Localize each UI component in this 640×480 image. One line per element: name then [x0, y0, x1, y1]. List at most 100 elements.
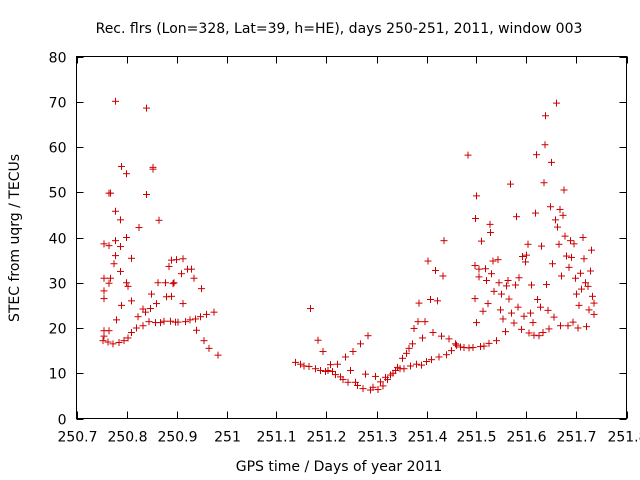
data-point	[344, 378, 352, 386]
x-tick-label: 251.4	[407, 430, 447, 446]
data-point	[582, 279, 589, 287]
data-point	[504, 276, 512, 284]
data-point	[567, 237, 574, 245]
data-point	[128, 254, 135, 262]
data-point	[568, 253, 575, 261]
data-point	[421, 318, 429, 326]
data-point	[585, 306, 593, 314]
data-point	[139, 322, 147, 330]
data-point	[438, 332, 445, 340]
data-point	[113, 316, 120, 324]
data-point	[107, 189, 114, 197]
data-point	[418, 361, 425, 369]
data-point	[589, 292, 596, 300]
data-point	[128, 297, 135, 305]
data-point	[409, 340, 416, 348]
data-point	[160, 317, 168, 325]
data-point	[529, 319, 537, 327]
data-point	[578, 285, 585, 293]
data-point	[432, 267, 439, 275]
data-point	[198, 285, 205, 293]
data-point	[167, 317, 174, 325]
data-point	[104, 338, 112, 346]
data-point	[203, 310, 210, 318]
data-point	[427, 295, 434, 303]
data-point	[153, 300, 160, 308]
data-point	[479, 307, 487, 315]
data-point	[507, 180, 514, 188]
data-point	[532, 209, 539, 217]
data-point	[588, 246, 595, 254]
y-tick-label: 70	[49, 96, 67, 112]
data-points	[99, 97, 598, 394]
data-point	[553, 99, 560, 107]
data-point	[472, 214, 479, 222]
data-point	[542, 112, 549, 120]
data-point	[583, 323, 590, 331]
data-point	[123, 234, 130, 241]
data-point	[188, 265, 195, 273]
data-point	[484, 300, 492, 308]
data-point	[475, 265, 483, 273]
data-point	[403, 349, 410, 357]
data-point	[359, 385, 367, 393]
data-point	[587, 267, 594, 275]
data-point	[503, 282, 510, 290]
data-point	[513, 213, 520, 221]
data-point	[535, 332, 543, 340]
data-point	[579, 234, 587, 241]
data-point	[556, 205, 564, 213]
data-point	[155, 216, 163, 224]
data-point	[514, 303, 522, 311]
data-point	[482, 265, 489, 273]
data-point	[100, 295, 108, 303]
data-point	[197, 313, 204, 321]
data-point	[528, 281, 535, 289]
data-point	[118, 301, 125, 309]
data-point	[510, 319, 518, 327]
data-point	[558, 272, 565, 280]
data-point	[148, 290, 155, 298]
data-point	[569, 318, 577, 326]
data-point	[312, 365, 319, 373]
data-point	[173, 256, 180, 264]
data-point	[473, 192, 480, 200]
data-point	[142, 308, 149, 316]
data-point	[522, 258, 529, 266]
data-point	[537, 303, 544, 311]
data-point	[123, 279, 130, 287]
data-point	[490, 287, 498, 295]
data-point	[99, 337, 107, 345]
data-point	[487, 229, 494, 237]
data-point	[440, 237, 448, 245]
data-point	[502, 328, 509, 336]
data-point	[186, 316, 194, 324]
data-point	[100, 274, 108, 282]
data-point	[339, 376, 347, 384]
data-point	[464, 151, 472, 159]
data-point	[149, 165, 157, 173]
data-point	[327, 361, 334, 369]
x-tick-label: 251.6	[506, 430, 546, 446]
data-point	[112, 97, 119, 105]
data-point	[168, 292, 175, 300]
data-point	[505, 295, 513, 303]
data-point	[575, 301, 583, 309]
data-point	[128, 329, 135, 337]
y-tick-label: 10	[49, 367, 67, 383]
data-point	[154, 279, 162, 287]
data-point	[364, 332, 372, 340]
x-tick-label: 251.7	[556, 430, 596, 446]
data-point	[533, 151, 540, 159]
x-axis-label: GPS time / Days of year 2011	[236, 459, 443, 475]
data-point	[483, 276, 490, 284]
x-tick-label: 251	[214, 430, 241, 446]
data-point	[374, 386, 382, 394]
data-point	[534, 295, 541, 303]
data-point	[480, 342, 488, 350]
data-point	[193, 326, 200, 334]
data-point	[574, 324, 582, 332]
data-point	[471, 262, 479, 270]
